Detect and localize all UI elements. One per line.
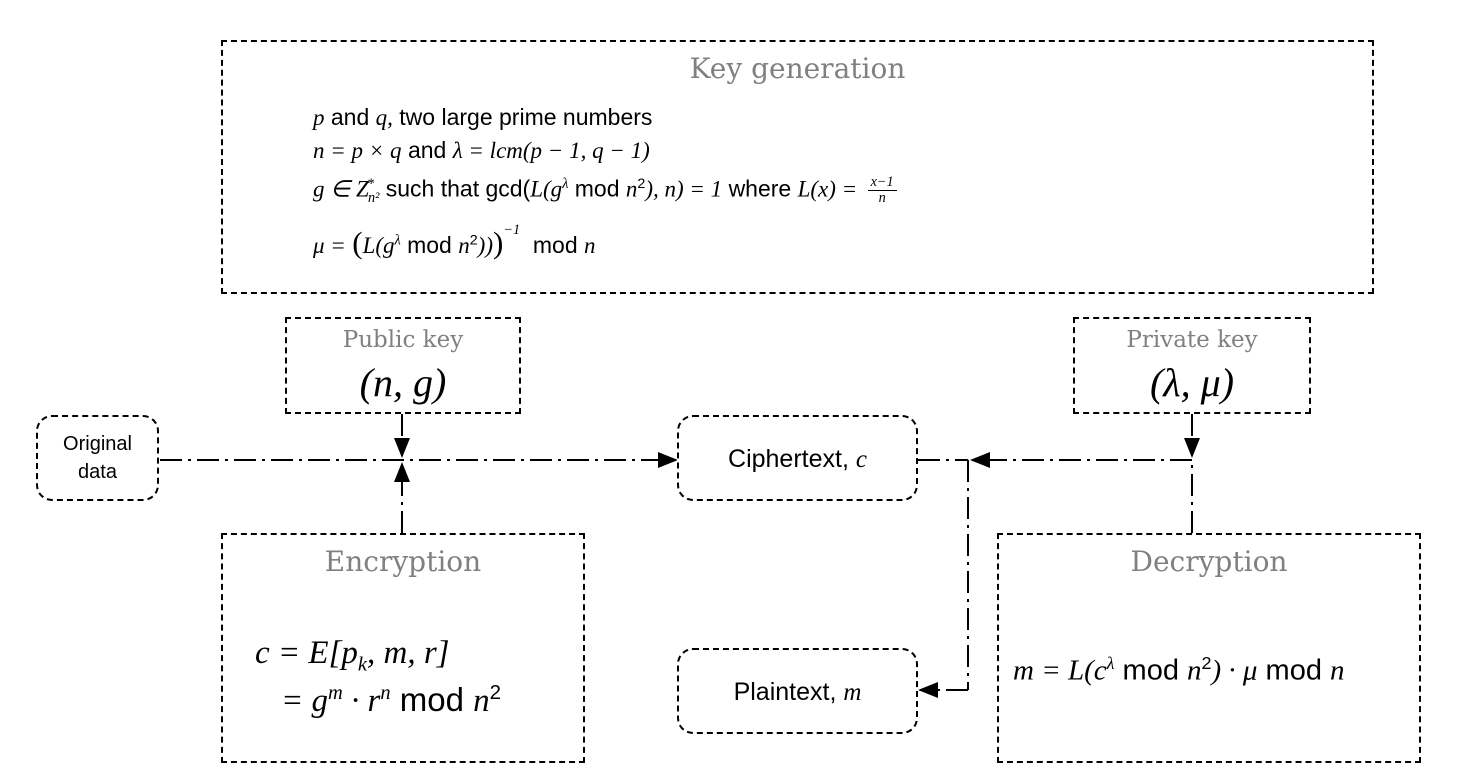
public-key-title: Public key [342, 327, 464, 353]
plaintext-box: Plaintext, m [677, 648, 918, 734]
public-key-box: Public key (n, g) [285, 317, 521, 414]
encryption-equation-2: = gm · rn mod n2 [281, 681, 502, 719]
private-key-title: Private key [1126, 327, 1258, 353]
keygen-line-4: μ = (L(gλ mod n2)))−1 mod n [313, 222, 596, 260]
keygen-line-1: p and q, two large prime numbers [313, 104, 653, 130]
decryption-title: Decryption [1130, 545, 1288, 578]
key-generation-title: Key generation [689, 52, 906, 85]
encryption-equation-1: c = E[pk, m, r] [255, 635, 450, 676]
plaintext-label: Plaintext, m [733, 678, 862, 706]
original-data-label-1: Original [63, 433, 132, 455]
decryption-box: Decryption m = L(cλ mod n2) · μ mod n [997, 533, 1421, 763]
ciphertext-box: Ciphertext, c [677, 415, 918, 501]
decryption-equation: m = L(cλ mod n2) · μ mod n [1013, 653, 1345, 687]
ciphertext-label: Ciphertext, c [728, 445, 867, 473]
key-generation-box: Key generation p and q, two large prime … [221, 40, 1374, 294]
encryption-box: Encryption c = E[pk, m, r] = gm · rn mod… [221, 533, 585, 763]
original-data-label-2: data [78, 461, 117, 483]
keygen-line-2: n = p × q and λ = lcm(p − 1, q − 1) [313, 137, 650, 163]
private-key-box: Private key (λ, μ) [1073, 317, 1311, 414]
fraction-x-minus-1-over-n: x−1 n [867, 175, 897, 206]
keygen-line-3: g ∈ Z*n² such that gcd(L(gλ mod n2), n) … [313, 175, 901, 207]
original-data-box: Original data [36, 415, 159, 501]
encryption-title: Encryption [324, 545, 482, 578]
private-key-value: (λ, μ) [1149, 360, 1235, 405]
public-key-value: (n, g) [359, 360, 447, 405]
